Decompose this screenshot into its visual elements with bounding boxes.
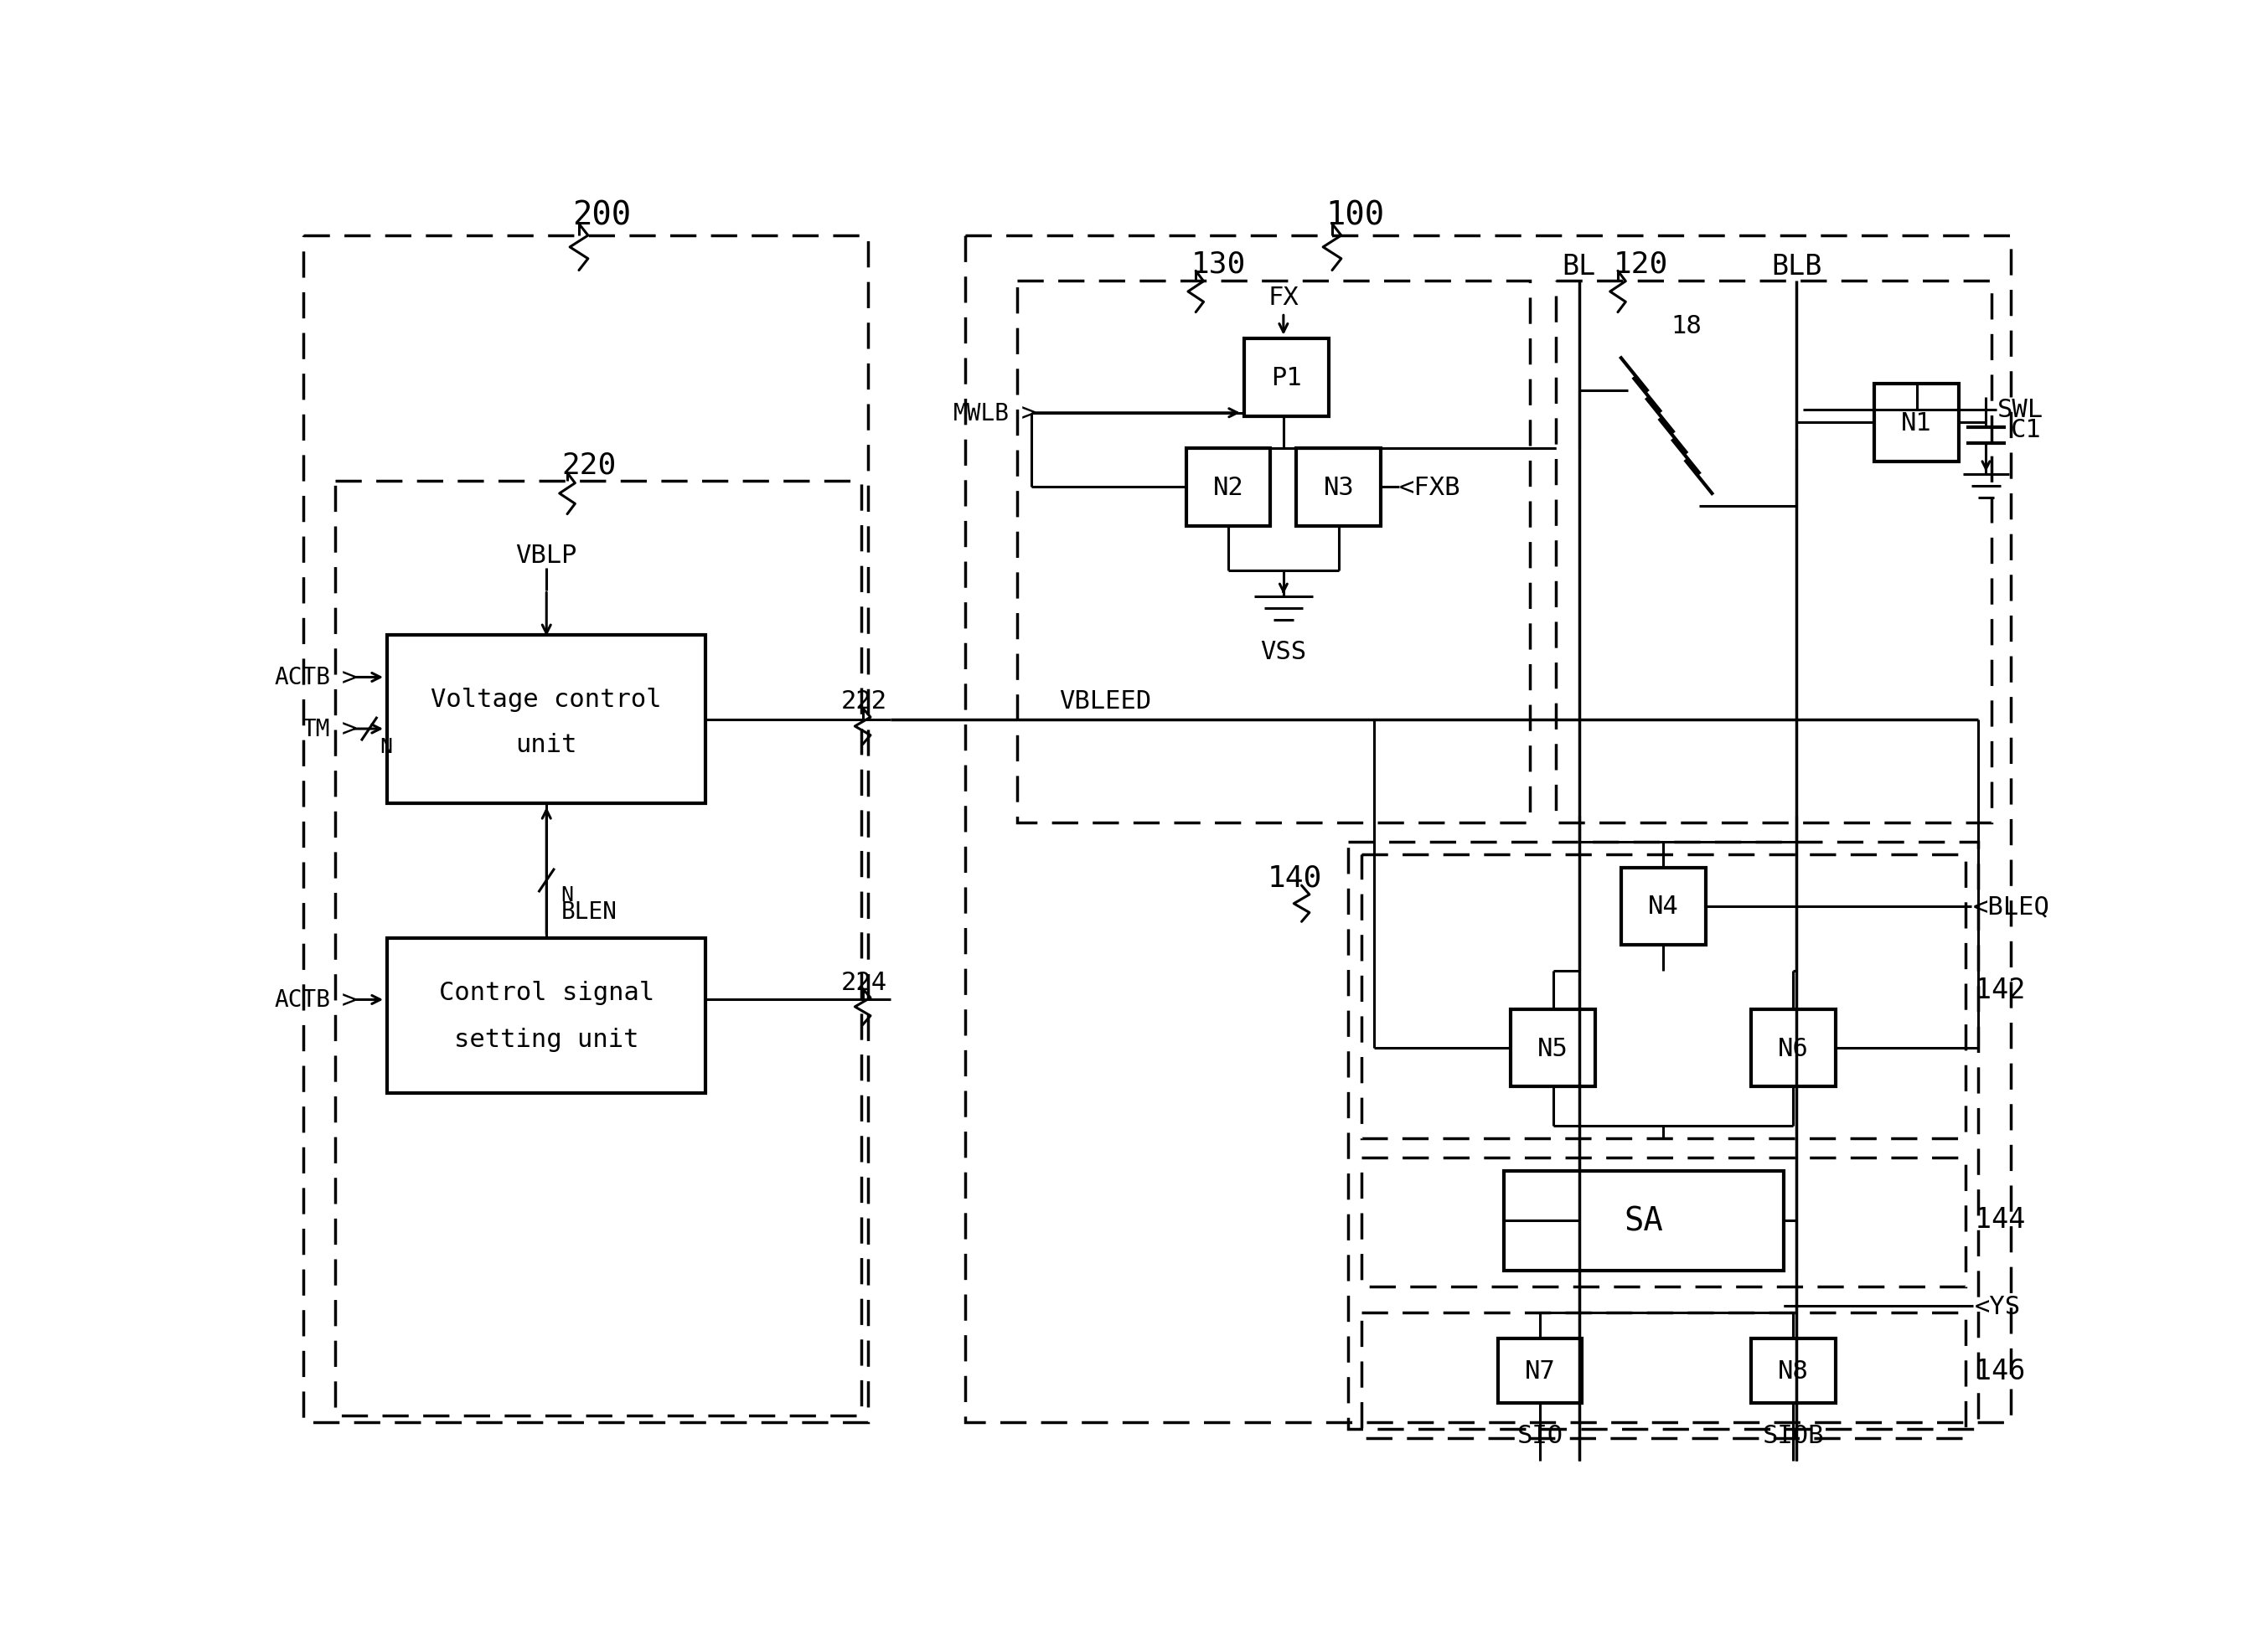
Text: VBLEED: VBLEED	[1059, 689, 1152, 714]
Text: Voltage control: Voltage control	[431, 688, 662, 712]
Text: setting unit: setting unit	[454, 1026, 640, 1051]
Text: N3: N3	[1322, 475, 1354, 500]
Text: unit: unit	[515, 732, 578, 757]
Bar	[1873, 385, 1960, 462]
Text: <YS: <YS	[1975, 1295, 2021, 1318]
Bar	[1361, 1313, 1966, 1438]
Bar	[336, 480, 862, 1416]
Bar	[388, 635, 705, 803]
Text: VBLP: VBLP	[515, 543, 578, 568]
Text: >: >	[1021, 401, 1036, 426]
Bar	[1556, 281, 1991, 822]
Text: TM: TM	[302, 717, 331, 740]
Text: 144: 144	[1975, 1206, 2025, 1232]
Text: N2: N2	[1213, 475, 1243, 500]
Bar	[388, 939, 705, 1094]
Text: 142: 142	[1975, 977, 2025, 1003]
Bar	[1622, 869, 1706, 946]
Bar	[1245, 339, 1329, 416]
Bar	[1504, 1171, 1783, 1270]
Bar	[1751, 1339, 1835, 1403]
Text: 100: 100	[1325, 199, 1383, 232]
Text: N7: N7	[1524, 1359, 1556, 1383]
Text: N4: N4	[1649, 895, 1678, 918]
Text: 146: 146	[1975, 1357, 2025, 1385]
Bar	[1349, 842, 1978, 1428]
Bar	[1497, 1339, 1583, 1403]
Text: >: >	[342, 717, 358, 742]
Text: N1: N1	[1901, 411, 1932, 436]
Text: N: N	[379, 737, 392, 757]
Text: SIOB: SIOB	[1762, 1423, 1823, 1448]
Text: 130: 130	[1191, 250, 1245, 278]
Text: 222: 222	[841, 689, 887, 714]
Text: <FXB: <FXB	[1399, 475, 1461, 500]
Text: 18: 18	[1672, 314, 1701, 339]
Text: ACTB: ACTB	[274, 989, 331, 1012]
Text: VSS: VSS	[1261, 640, 1306, 665]
Text: BL: BL	[1563, 253, 1597, 281]
Text: ACTB: ACTB	[274, 666, 331, 689]
Text: <BLEQ: <BLEQ	[1973, 895, 2050, 918]
Bar	[1751, 1010, 1835, 1087]
Text: N6: N6	[1778, 1036, 1808, 1061]
Text: N: N	[560, 885, 574, 905]
Bar	[1510, 1010, 1594, 1087]
Bar	[1186, 449, 1270, 526]
Text: SA: SA	[1624, 1204, 1662, 1237]
Text: >: >	[342, 987, 358, 1012]
Bar	[1297, 449, 1381, 526]
Text: 200: 200	[572, 199, 631, 232]
Text: FX: FX	[1268, 285, 1300, 309]
Text: P1: P1	[1272, 365, 1302, 390]
Bar	[1018, 281, 1531, 822]
Text: C1: C1	[2012, 418, 2041, 441]
Bar	[304, 237, 869, 1423]
Text: >: >	[342, 666, 358, 689]
Text: 140: 140	[1268, 864, 1322, 892]
Bar	[1361, 1158, 1966, 1286]
Text: 224: 224	[841, 971, 887, 995]
Text: 220: 220	[562, 451, 617, 479]
Text: BLEN: BLEN	[560, 900, 617, 923]
Text: SIO: SIO	[1517, 1423, 1563, 1448]
Text: SWL: SWL	[1998, 398, 2043, 423]
Text: BLB: BLB	[1771, 253, 1821, 281]
Bar	[1361, 855, 1966, 1138]
Bar	[966, 237, 2012, 1423]
Text: MWLB: MWLB	[953, 401, 1009, 424]
Text: Control signal: Control signal	[438, 980, 653, 1005]
Text: N5: N5	[1538, 1036, 1567, 1061]
Text: 120: 120	[1613, 250, 1667, 278]
Text: N8: N8	[1778, 1359, 1808, 1383]
